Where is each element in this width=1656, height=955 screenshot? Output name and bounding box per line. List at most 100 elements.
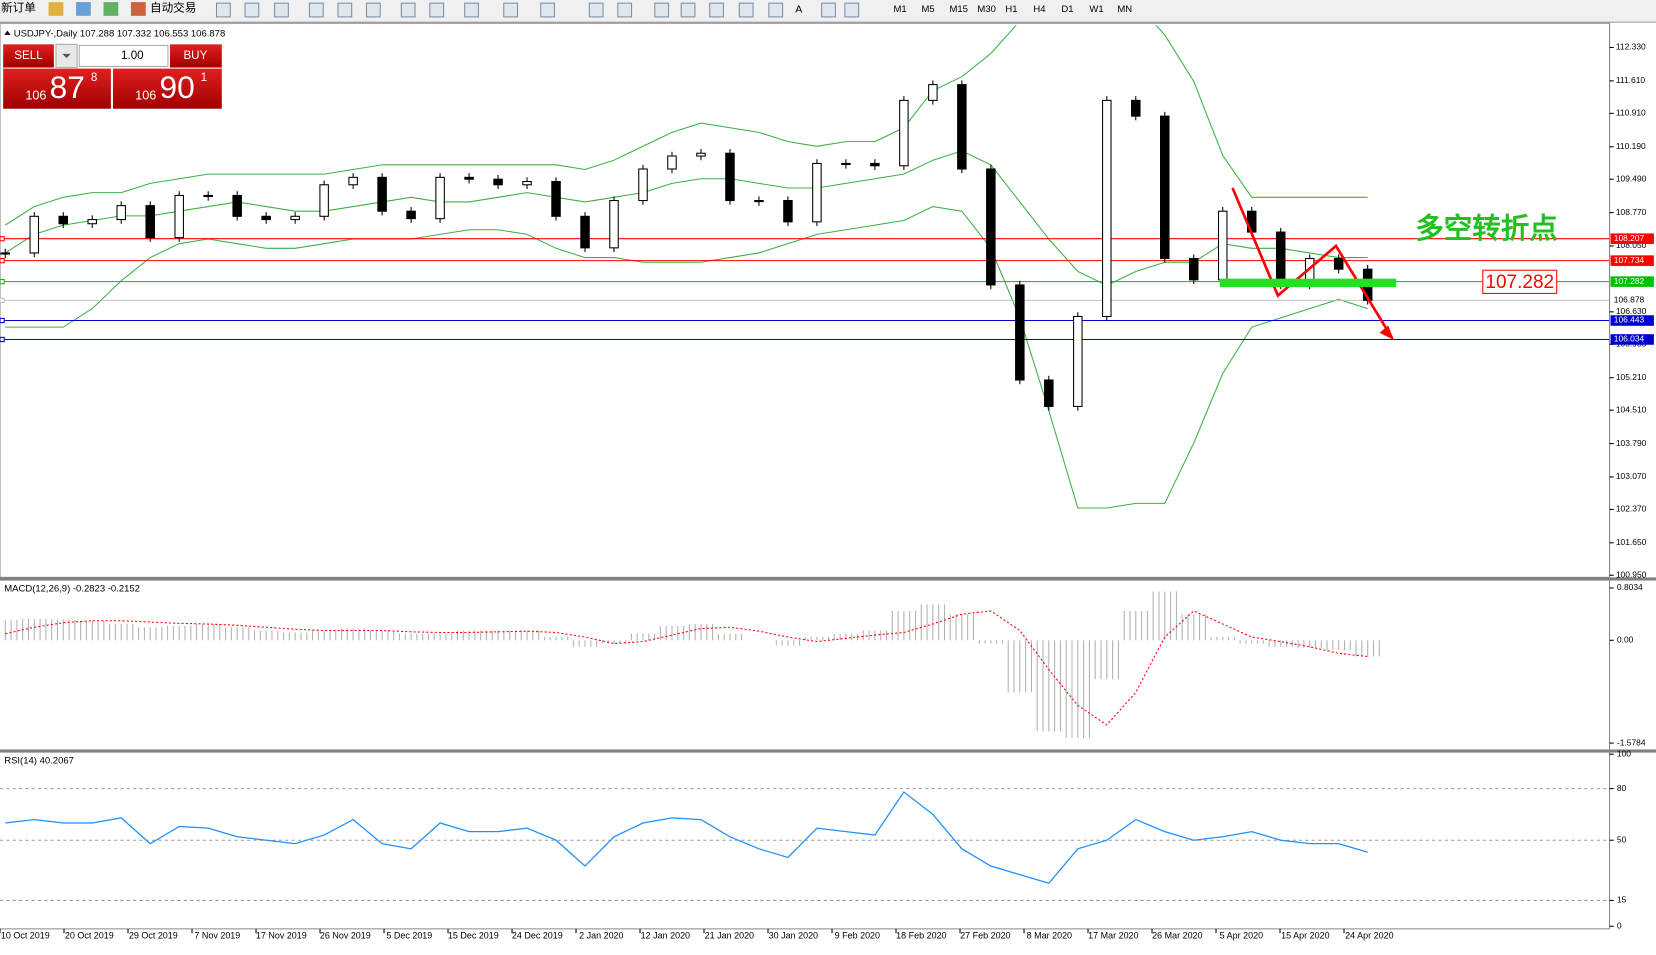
tool-icon[interactable] <box>588 2 604 18</box>
bollinger-band <box>4 150 1368 286</box>
tool-icon[interactable] <box>821 2 836 18</box>
tool-icon[interactable] <box>738 2 754 18</box>
candle-body <box>580 215 590 249</box>
tool-icon[interactable] <box>365 2 381 18</box>
buy-price-small: 106 <box>135 88 156 102</box>
buy-label[interactable]: BUY <box>183 49 207 62</box>
icon[interactable] <box>48 2 64 16</box>
arrow-head <box>1379 325 1394 340</box>
tool-icon[interactable] <box>768 2 784 18</box>
x-tick-label: 26 Mar 2020 <box>1152 931 1202 941</box>
candle-body <box>522 180 532 186</box>
macd-title: MACD(12,26,9) -0.2823 -0.2152 <box>4 584 140 595</box>
candle-body <box>290 215 300 221</box>
timeframe-button[interactable]: MN <box>1117 4 1132 15</box>
sell-label[interactable]: SELL <box>14 49 43 62</box>
timeframe-button[interactable]: H4 <box>1033 4 1045 15</box>
x-tick-label: 5 Apr 2020 <box>1220 931 1263 941</box>
timeframe-button[interactable]: W1 <box>1089 4 1103 15</box>
y-tick-label: 0.8034 <box>1617 582 1643 592</box>
x-tick-label: 29 Oct 2019 <box>129 931 178 941</box>
candle-body <box>986 168 996 286</box>
x-tick-label: 30 Jan 2020 <box>769 931 818 941</box>
tool-icon[interactable] <box>844 2 860 18</box>
candle-body <box>232 194 242 217</box>
y-tick-label: 111.610 <box>1616 75 1646 85</box>
symbol-header: USDJPY-,Daily 107.288 107.332 106.553 10… <box>14 28 226 39</box>
tool-icon[interactable] <box>337 2 353 18</box>
buy-price-box[interactable] <box>113 68 222 109</box>
level-label-box <box>1610 255 1654 266</box>
price-callout: 107.282 <box>1485 272 1554 293</box>
candle-body <box>1131 99 1141 117</box>
tool-icon[interactable] <box>709 2 724 18</box>
timeframe-button[interactable]: M30 <box>977 4 995 15</box>
tool-icon[interactable] <box>654 2 670 18</box>
auto-trading-button[interactable]: 自动交易 <box>150 1 196 15</box>
candle-body <box>261 215 271 221</box>
y-tick-label: 80 <box>1617 783 1627 793</box>
icon[interactable] <box>103 2 119 16</box>
sell-button[interactable] <box>3 44 54 68</box>
new-order-button[interactable]: 新订单 <box>1 1 36 15</box>
candle-body <box>957 84 967 170</box>
icon[interactable] <box>76 2 91 16</box>
level-marker <box>0 336 5 343</box>
y-tick-label: -1.5784 <box>1617 737 1646 747</box>
candle-body <box>1217 210 1228 281</box>
tool-icon[interactable] <box>400 2 416 18</box>
tool-icon[interactable] <box>680 2 696 18</box>
y-tick-label: 101.650 <box>1616 537 1647 547</box>
tool-icon[interactable] <box>274 2 289 18</box>
candle-body <box>406 210 416 220</box>
timeframe-button[interactable]: M15 <box>949 4 967 15</box>
y-tick-label: 109.490 <box>1616 173 1647 183</box>
tool-icon[interactable] <box>244 2 260 18</box>
candle-body <box>29 215 40 254</box>
buy-button[interactable] <box>170 44 222 68</box>
level-label-box <box>1610 295 1654 306</box>
candle-body <box>1275 231 1286 286</box>
tool-icon[interactable] <box>617 2 633 18</box>
lot-value[interactable]: 1.00 <box>121 49 144 62</box>
candle-body <box>1333 257 1344 270</box>
timeframe-button[interactable]: M5 <box>921 4 934 15</box>
timeframe-button[interactable]: D1 <box>1061 4 1073 15</box>
tool-icon[interactable] <box>540 2 555 18</box>
symbol-marker <box>4 30 11 35</box>
candle-body <box>899 99 909 167</box>
candle-body <box>609 200 619 249</box>
sell-price-box[interactable] <box>3 68 111 109</box>
tool-icon[interactable] <box>464 2 479 18</box>
x-tick-label: 15 Dec 2019 <box>448 931 499 941</box>
candle-body <box>551 180 561 217</box>
y-tick-label: 106.630 <box>1616 306 1647 316</box>
annotation: 多空转折点 <box>1415 212 1558 245</box>
tool-icon[interactable] <box>215 2 231 18</box>
candle-body <box>1102 99 1112 318</box>
rsi-line <box>5 791 1368 884</box>
timeframe-button[interactable]: M1 <box>893 4 906 15</box>
level-label-box <box>1610 315 1654 326</box>
x-tick-label: 2 Jan 2020 <box>579 931 623 941</box>
y-tick-label: 110.190 <box>1616 141 1646 151</box>
candle-body <box>87 219 97 225</box>
timeframe-button[interactable]: H1 <box>1005 4 1017 15</box>
price-plot <box>0 25 1610 509</box>
tool-icon[interactable] <box>503 2 519 18</box>
y-tick-label: 100 <box>1617 748 1631 758</box>
tool-icon[interactable] <box>429 2 445 18</box>
y-tick-label: 103.070 <box>1616 471 1647 481</box>
candle-body <box>464 176 474 180</box>
y-tick-label: 15 <box>1617 895 1627 905</box>
tool-icon[interactable] <box>308 2 324 18</box>
text-tool[interactable]: A <box>795 3 803 15</box>
candle-body <box>1015 284 1025 381</box>
icon[interactable] <box>130 2 146 16</box>
sell-price-sup: 8 <box>91 71 97 84</box>
y-tick-label: 110.910 <box>1616 108 1646 118</box>
candle-body <box>783 200 793 223</box>
lot-input[interactable] <box>78 44 169 68</box>
y-tick-label: 0.00 <box>1617 635 1634 645</box>
